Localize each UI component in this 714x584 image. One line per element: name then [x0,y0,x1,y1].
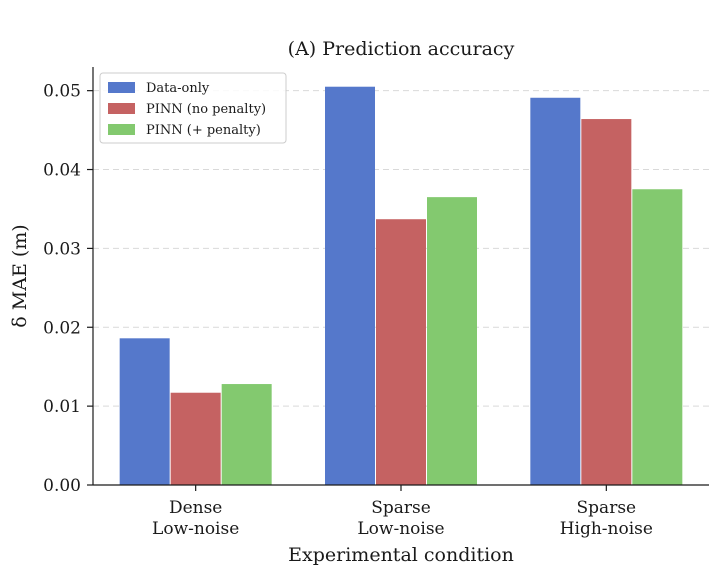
bar [632,189,683,485]
bar [427,197,477,485]
x-tick-label: Dense [169,498,222,518]
legend-label: PINN (+ penalty) [146,123,261,138]
bar [530,97,581,486]
y-tick-label: 0.04 [43,161,81,181]
x-tick-label: Low-noise [357,519,444,539]
x-tick-label: Low-noise [152,519,239,539]
x-axis-label: Experimental condition [288,544,514,566]
y-tick-label: 0.03 [43,239,81,259]
bar [581,119,632,486]
bar [221,384,272,485]
chart-title: (A) Prediction accuracy [288,38,515,60]
bar [119,338,170,485]
legend-label: Data-only [146,81,210,96]
y-axis-label: δ MAE (m) [9,224,31,327]
legend-swatch [108,82,135,93]
legend-label: PINN (no penalty) [146,102,266,117]
bar [376,219,426,485]
x-tick-label: High-noise [560,519,653,539]
x-tick-label: Sparse [577,498,637,518]
x-ticks: DenseLow-noiseSparseLow-noiseSparseHigh-… [152,485,653,539]
legend-swatch [108,124,135,135]
legend-swatch [108,103,135,114]
y-tick-label: 0.01 [43,397,81,417]
bar [170,392,221,485]
y-ticks: 0.00 0.01 0.02 0.03 0.04 0.05 [43,82,93,496]
y-tick-label: 0.05 [43,82,81,102]
x-tick-label: Sparse [371,498,431,518]
y-tick-label: 0.02 [43,318,81,338]
bar [325,86,375,485]
legend-frame [99,72,287,144]
legend: Data-only PINN (no penalty) PINN (+ penalt… [99,72,287,144]
y-tick-label: 0.00 [43,476,81,496]
bars [119,86,683,486]
